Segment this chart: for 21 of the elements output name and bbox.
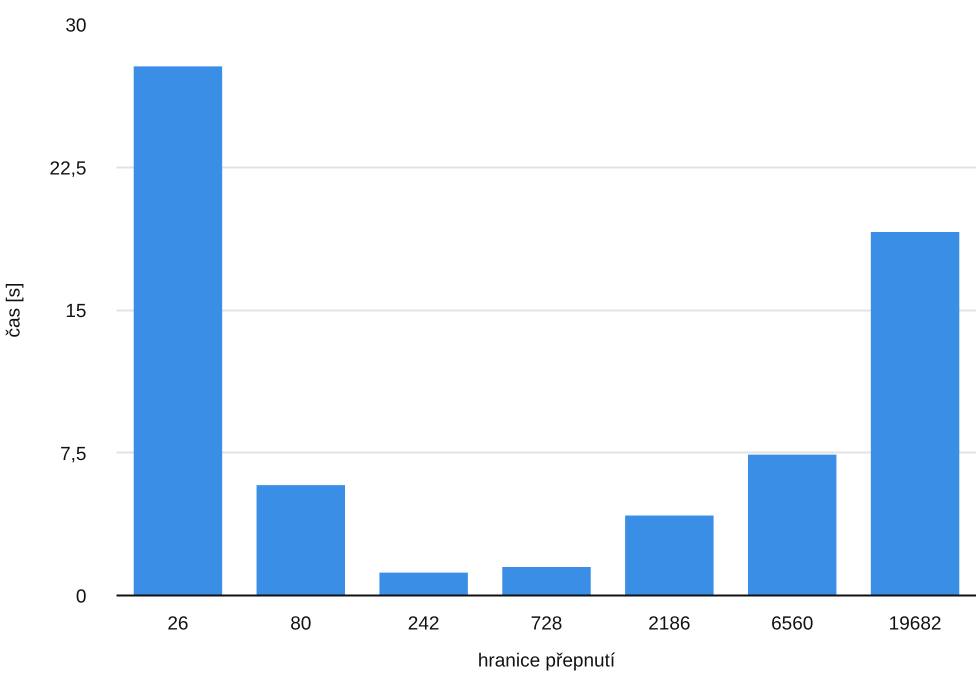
x-tick-label: 728	[530, 614, 562, 634]
y-tick-label: 22,5	[50, 158, 87, 180]
bar	[134, 66, 222, 596]
y-tick-label: 30	[65, 16, 87, 36]
x-tick-label: 80	[290, 614, 312, 634]
bar	[625, 516, 714, 596]
bar	[256, 485, 346, 596]
bar	[870, 232, 960, 596]
x-tick-label: 2186	[648, 614, 691, 634]
y-tick-label: 0	[76, 586, 87, 608]
y-tick-label: 7,5	[60, 444, 87, 465]
bar	[502, 566, 591, 596]
bar	[379, 572, 468, 596]
x-tick-label: 6560	[771, 614, 814, 634]
y-tick-label: 15	[65, 301, 87, 322]
x-axis-title: hranice přepnutí	[478, 650, 616, 672]
x-tick-label: 26	[167, 614, 188, 634]
x-tick-label: 19682	[888, 614, 942, 634]
x-tick-label: 242	[408, 614, 440, 634]
y-axis-title: čas [s]	[4, 282, 25, 338]
bar	[748, 454, 836, 596]
